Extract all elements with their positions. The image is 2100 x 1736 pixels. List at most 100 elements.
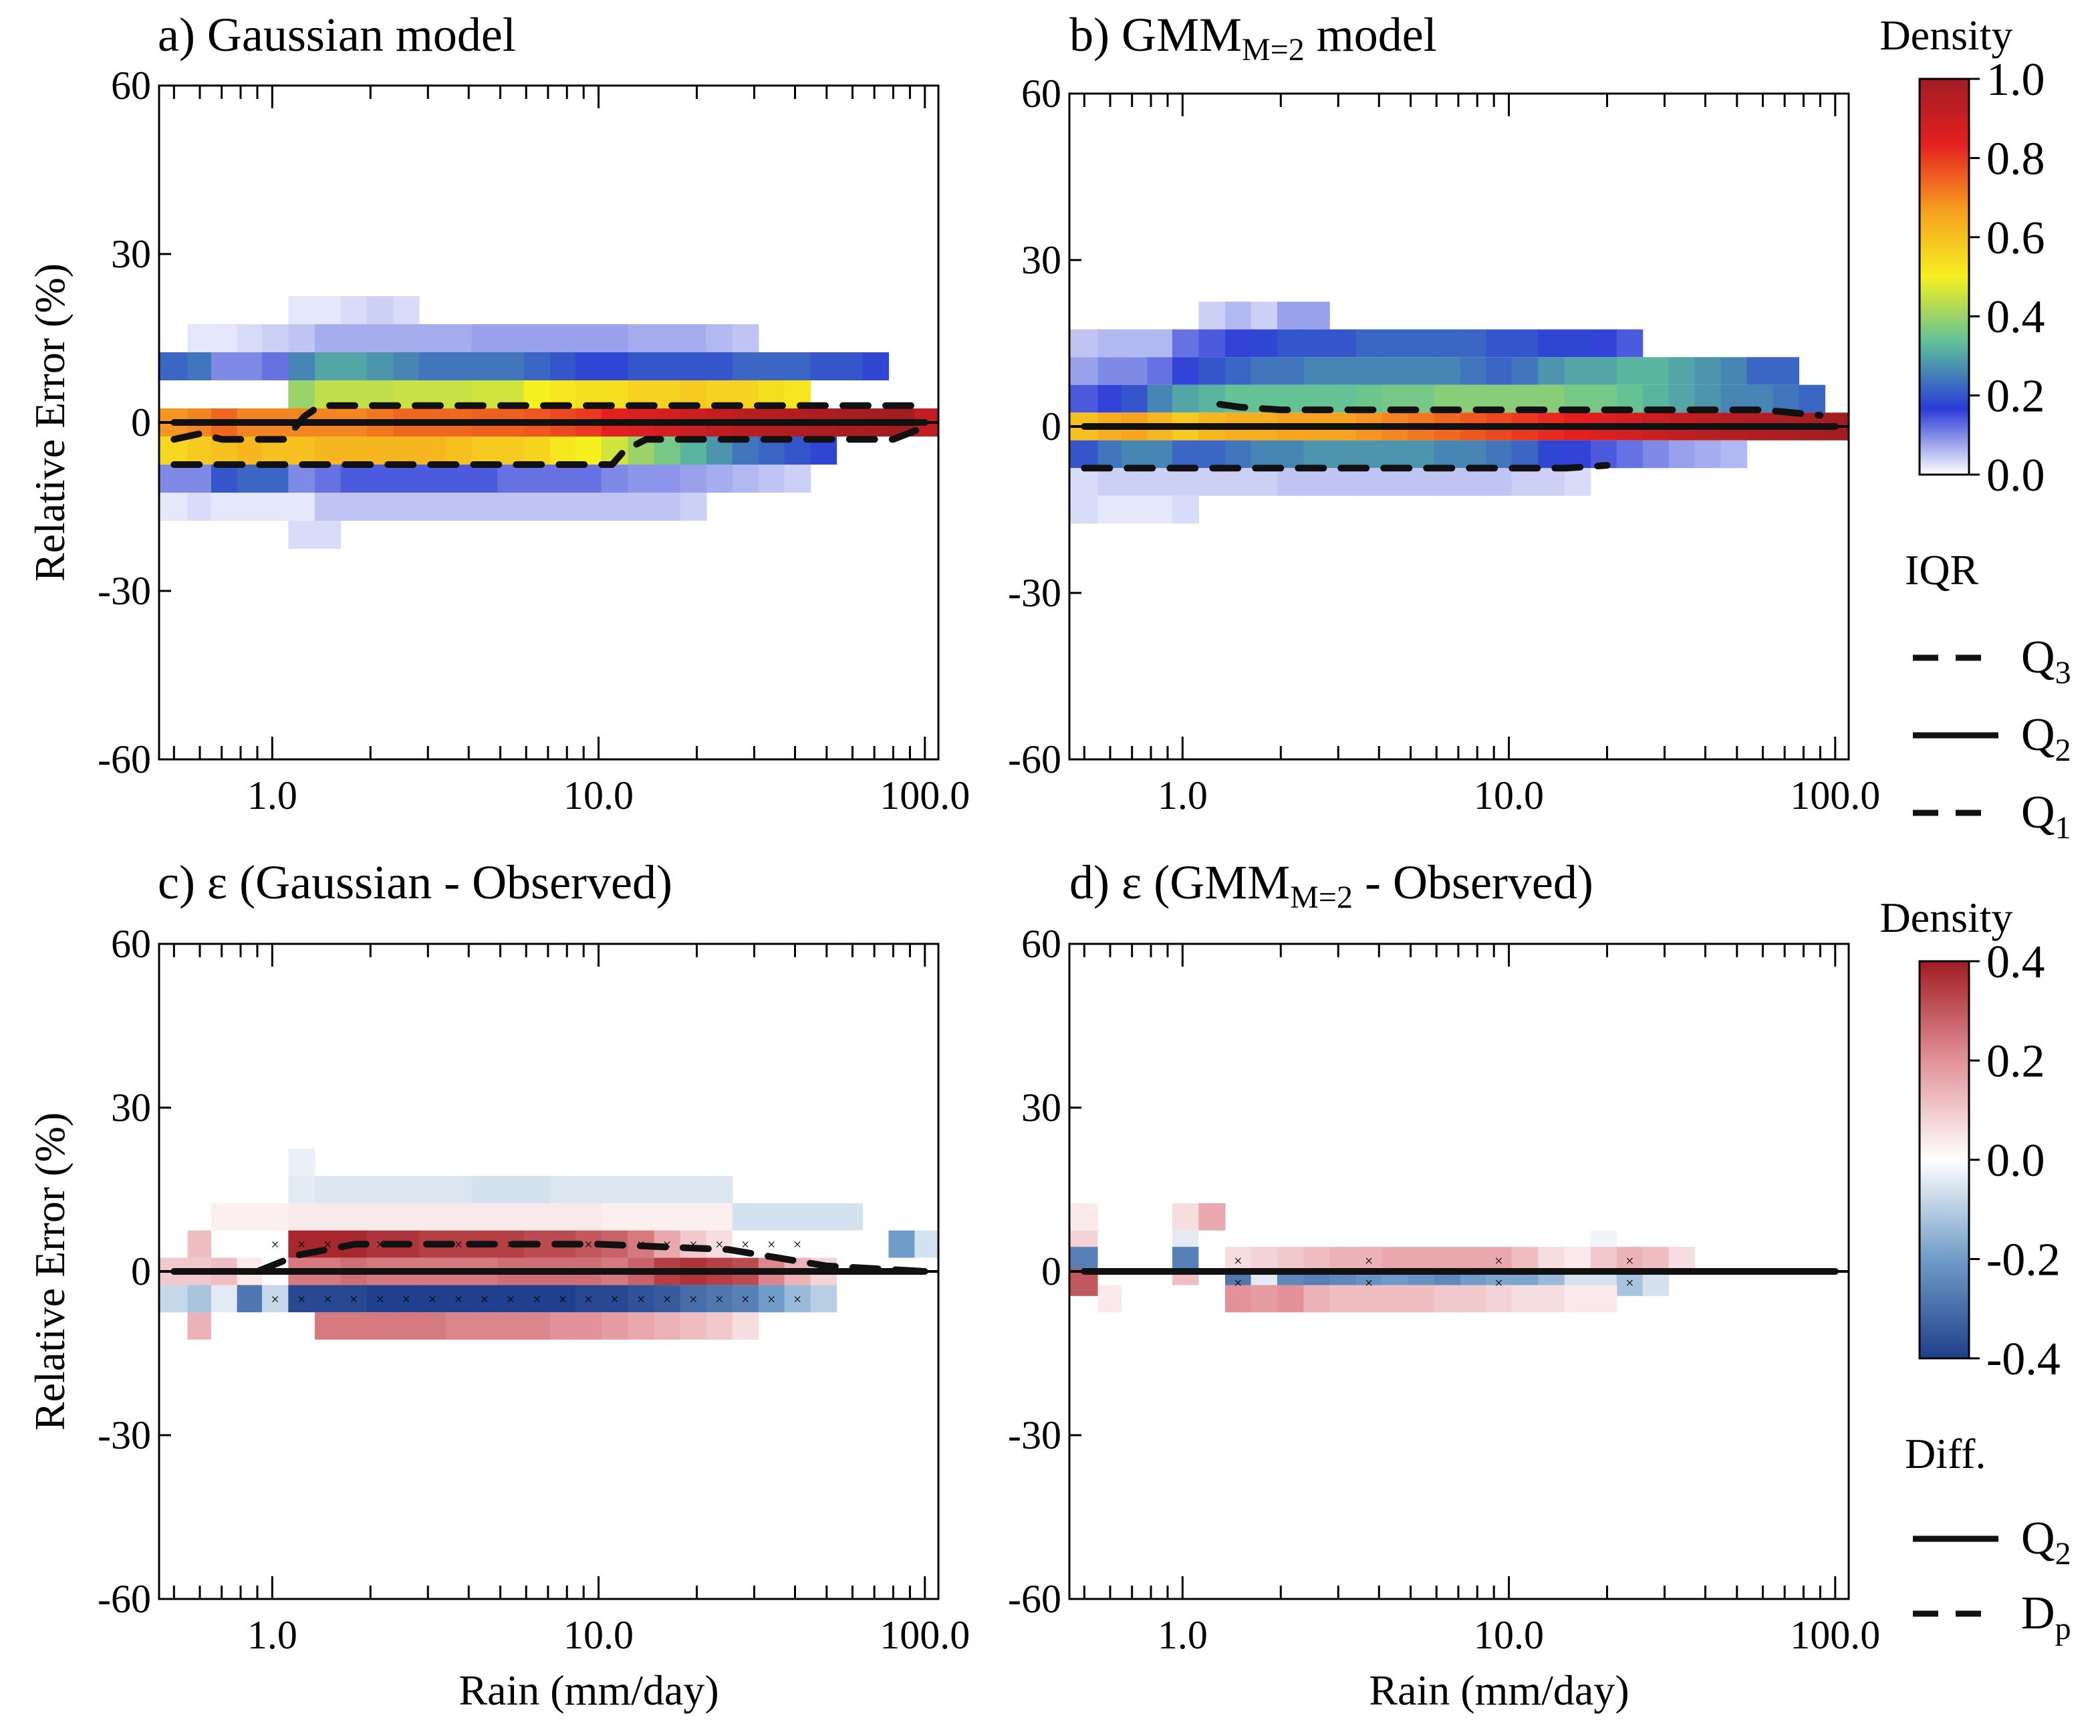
heatmap-cell [1486,440,1513,469]
heatmap-cell [393,437,420,465]
heatmap-cell [471,1176,498,1203]
heatmap-cell [445,352,473,380]
y-tick-label: -30 [1008,571,1061,615]
heatmap-cell [211,1203,238,1231]
heatmap-cell [288,352,315,380]
heatmap-cell [419,1203,446,1231]
colorbar-tick-label: 0.2 [1986,1036,2045,1088]
x-tick-label: 100.0 [1790,773,1880,818]
heatmap-cell [445,493,473,521]
line-q3 [1216,400,1824,419]
heatmap-cell [261,465,289,493]
heatmap-cell [471,352,498,380]
heatmap-cell [1434,440,1461,469]
heatmap-cell [1408,1285,1435,1313]
heatmap-cell [1224,301,1252,330]
x-tick-label: 10.0 [563,1613,634,1657]
heatmap-cell [159,493,188,521]
heatmap-cell [445,1312,473,1340]
heatmap-cell [1303,440,1330,469]
heatmap-cell [628,324,655,352]
heatmap-cell [261,493,289,521]
heatmap-cell [187,324,212,352]
heatmap-cell [549,493,576,521]
heatmap-cell [471,1285,498,1313]
heatmap-cell [1538,1285,1565,1313]
line-q3 [170,402,928,443]
heatmap-cell [1329,329,1357,358]
heatmap-cell [288,324,315,352]
heatmap-cell [393,324,420,352]
heatmap-cell [836,352,864,380]
heatmap-cell [340,493,368,521]
heatmap-cell [471,1312,498,1340]
heatmap-cell [1277,440,1305,469]
heatmap-cell [888,1230,916,1258]
colorbar-bar [1918,960,1970,1360]
colorbar-tick-label: 0.0 [1986,1135,2045,1187]
heatmap-cell [340,465,368,493]
heatmap-cell [575,324,602,352]
significance-marker: × [1365,1274,1373,1291]
heatmap-cell [393,465,420,493]
heatmap-cell [497,493,525,521]
significance-marker: × [1234,1253,1242,1269]
heatmap-cell [732,1203,759,1231]
panel-c: × × × × × × × × × × × × × × × × × × × × ×× × × × × × × × × × × × × × × × × × ×… [26,856,970,1714]
heatmap-cell [784,352,811,380]
heatmap-cell [314,1312,342,1340]
heatmap-cell [1224,440,1252,469]
heatmap-cell [1590,329,1617,358]
heatmap-cell [680,1203,707,1231]
heatmap-cell [1097,1285,1122,1313]
heatmap-cell [601,1312,629,1340]
heatmap-cell [1069,468,1099,496]
title-subscript: M=2 [1242,32,1305,68]
heatmap-cell [628,1285,655,1313]
heatmap-cell [732,1312,759,1340]
heatmap-cell [1355,1285,1383,1313]
heatmap-cell [680,493,707,521]
heatmap-cell [654,465,681,493]
heatmap-cell [1198,1285,1226,1313]
heatmap-cell [314,296,342,324]
heatmap-cell [810,1285,837,1313]
heatmap-cell [366,1176,394,1203]
heatmap-cell [159,1230,188,1258]
heatmap-cell [1277,329,1305,358]
heatmap-cell [1147,495,1173,524]
heatmap-cell [288,1176,315,1203]
significance-marker: × [1234,1274,1242,1291]
y-tick-label: 0 [1041,1249,1061,1293]
heatmap-cell [288,437,315,465]
heatmap-cell [366,352,394,380]
significance-marker: × [271,1291,279,1308]
heatmap-cell [1564,1285,1591,1313]
legend-label-main: Q [2021,632,2055,683]
heatmap-cell [288,1203,315,1231]
title-subscript: M=2 [1290,880,1353,915]
heatmap-cell [497,437,525,465]
y-tick-label: 60 [1021,922,1061,966]
title-main: c) ε (Gaussian - Observed) [158,856,672,909]
heatmap-cell [810,352,837,380]
legend-label-main: Q [2021,709,2055,761]
heatmap-cell [288,1312,315,1340]
colorbar-tick-label: 0.8 [1986,133,2045,184]
heatmap-cell [1172,384,1199,413]
heatmap-cell [758,465,785,493]
x-tick-label: 1.0 [1158,773,1208,818]
heatmap-cell [706,465,733,493]
heatmap-cell [1224,1285,1252,1313]
panel-title: d) ε (GMMM=2 - Observed) [1069,856,1593,915]
significance-marker: × [350,1291,358,1308]
heatmap-cell [654,1203,681,1231]
significance-marker: × [793,1236,801,1253]
significance-marker: × [1494,1253,1502,1269]
heatmap-cell [628,352,655,380]
heatmap-cell [680,352,707,380]
significance-marker: × [663,1291,671,1308]
heatmap-cell [1408,329,1435,358]
legend-label-sub: 2 [2055,733,2071,768]
